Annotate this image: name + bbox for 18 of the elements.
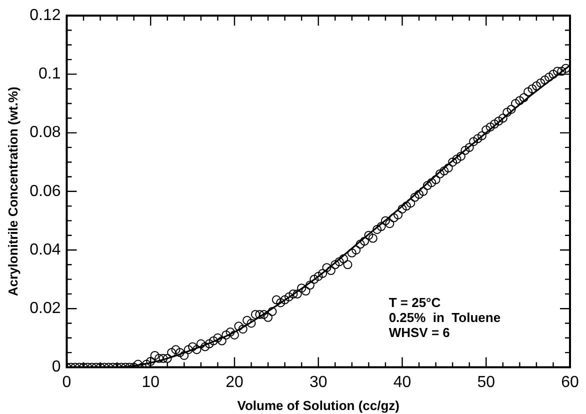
y-tick-label: 0.04 <box>30 241 61 258</box>
annotation: WHSV = 6 <box>388 325 450 340</box>
x-tick-label: 10 <box>142 374 160 392</box>
y-tick-label: 0.12 <box>30 7 61 24</box>
annotation: T = 25°C <box>388 295 442 310</box>
y-tick-label: 0.06 <box>30 182 61 200</box>
x-tick-label: 50 <box>477 374 496 392</box>
y-tick-label: 0.08 <box>30 124 61 142</box>
x-tick-label: 20 <box>226 374 244 392</box>
x-tick-label: 40 <box>393 374 412 392</box>
x-axis-title: Volume of Solution (cc/gz) <box>237 398 400 413</box>
y-tick-label: 0 <box>52 358 61 376</box>
y-tick-label: 0.1 <box>38 66 61 83</box>
y-tick-label: 0.02 <box>30 300 61 318</box>
x-tick-label: 60 <box>561 374 579 392</box>
annotation: 0.25% in Toluene <box>388 310 501 326</box>
y-axis-title: Acrylonitrile Concentration (wt.%) <box>5 86 20 296</box>
x-tick-label: 30 <box>309 374 328 392</box>
